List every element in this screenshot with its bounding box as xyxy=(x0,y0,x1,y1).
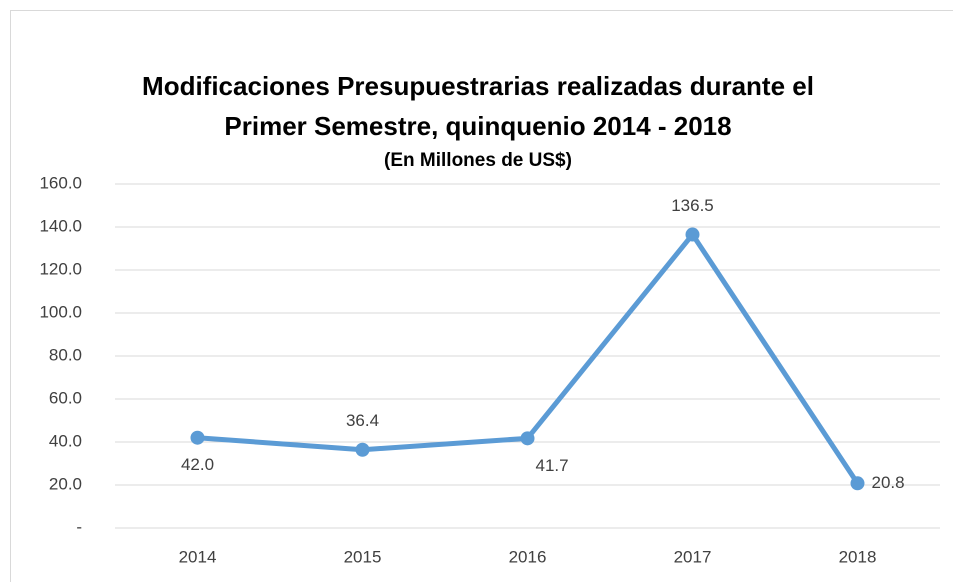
marker xyxy=(190,430,205,445)
y-tick-label: 160.0 xyxy=(39,173,82,192)
y-tick-label: - xyxy=(76,517,82,536)
data-label: 20.8 xyxy=(872,473,905,492)
chart-title: Modificaciones Presupuestrarias realizad… xyxy=(142,71,814,101)
marker xyxy=(685,227,700,242)
y-tick-label: 80.0 xyxy=(49,345,82,364)
y-tick-label: 20.0 xyxy=(49,474,82,493)
chart-subtitle: (En Millones de US$) xyxy=(384,150,572,171)
marker xyxy=(355,442,370,457)
data-label: 136.5 xyxy=(671,196,714,215)
data-label: 36.4 xyxy=(346,411,379,430)
y-tick-label: 140.0 xyxy=(39,216,82,235)
x-tick-label: 2017 xyxy=(674,547,712,566)
marker xyxy=(520,431,535,446)
marker xyxy=(850,476,865,491)
y-tick-label: 40.0 xyxy=(49,431,82,450)
x-tick-label: 2015 xyxy=(344,547,382,566)
y-tick-label: 60.0 xyxy=(49,388,82,407)
chart-border xyxy=(10,10,953,582)
x-tick-label: 2018 xyxy=(839,547,877,566)
y-tick-label: 120.0 xyxy=(39,259,82,278)
chart-title: Primer Semestre, quinquenio 2014 - 2018 xyxy=(224,111,731,141)
data-label: 41.7 xyxy=(536,456,569,475)
data-label: 42.0 xyxy=(181,455,214,474)
x-tick-label: 2014 xyxy=(179,547,217,566)
x-tick-label: 2016 xyxy=(509,547,547,566)
y-tick-label: 100.0 xyxy=(39,302,82,321)
